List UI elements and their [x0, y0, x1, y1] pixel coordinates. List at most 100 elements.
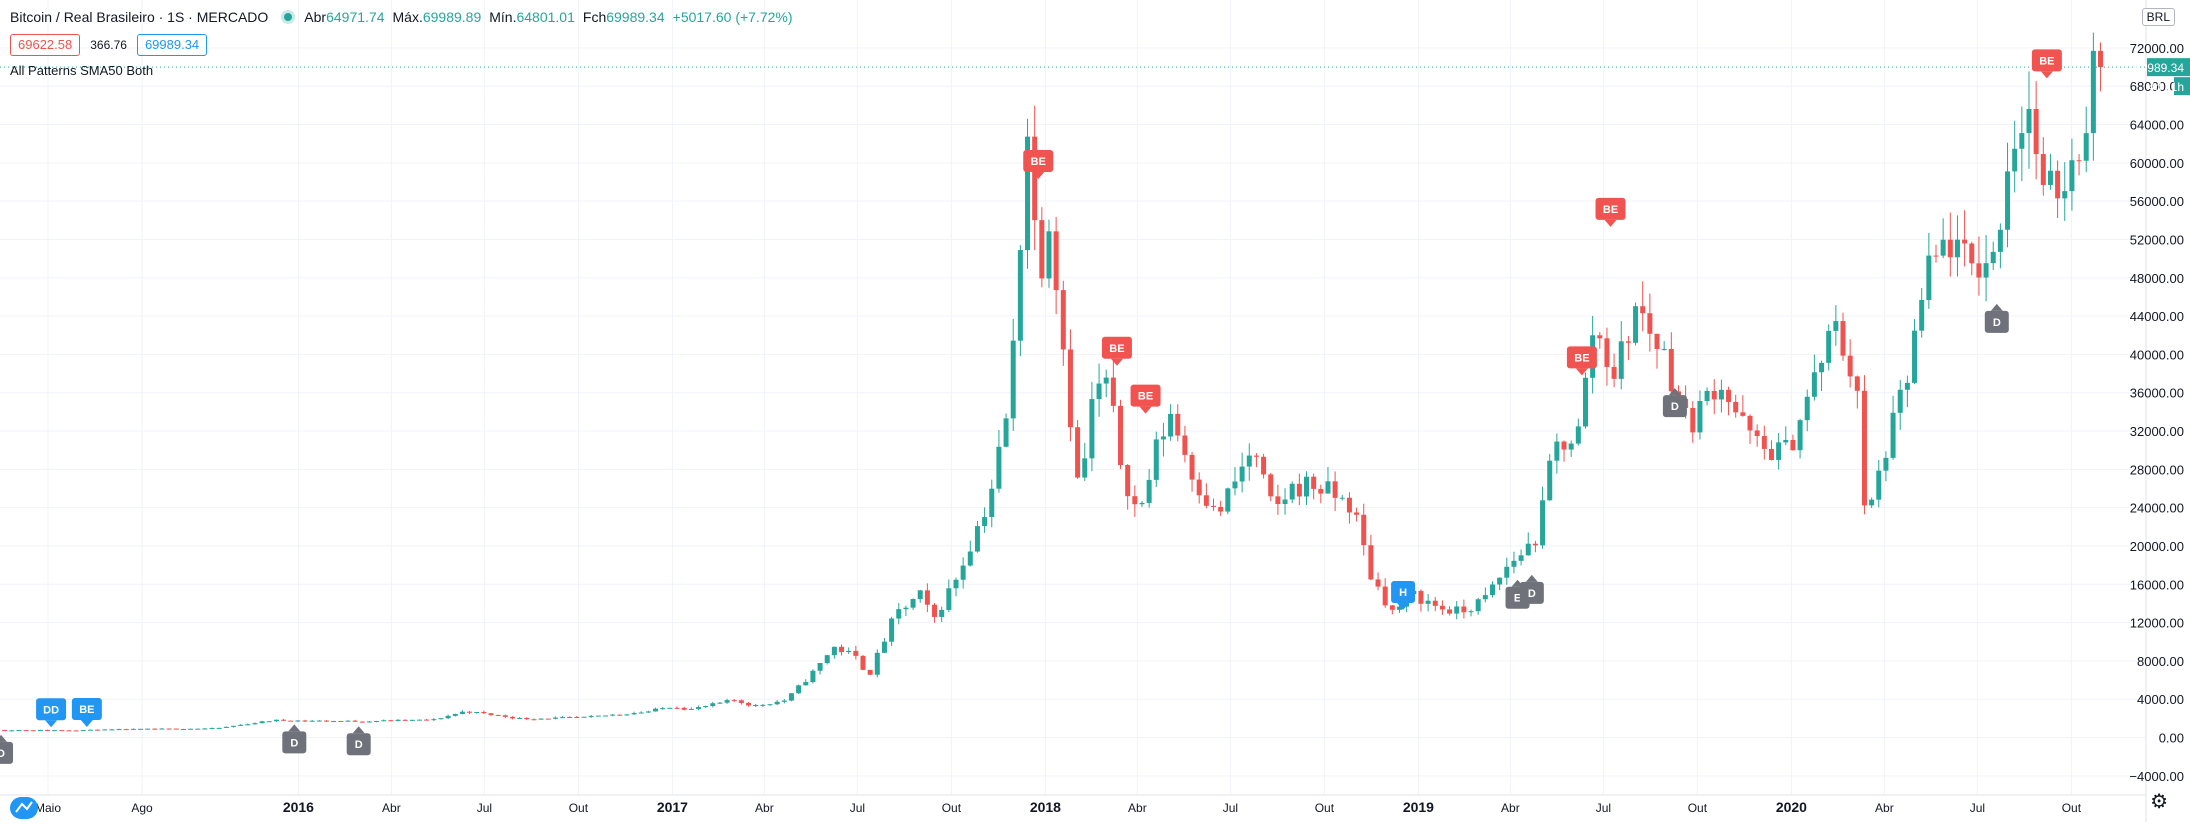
candle-up[interactable]: [810, 669, 816, 684]
candle-up[interactable]: [1811, 354, 1817, 401]
candle-up[interactable]: [1146, 468, 1152, 508]
candle-up[interactable]: [1160, 422, 1166, 457]
candle-down[interactable]: [867, 669, 873, 676]
candle-down[interactable]: [1447, 606, 1453, 616]
candle-up[interactable]: [1954, 215, 1960, 277]
candle-down[interactable]: [2055, 160, 2061, 219]
candle-up[interactable]: [939, 606, 945, 623]
candle-up[interactable]: [1010, 318, 1016, 431]
candle-up[interactable]: [1990, 241, 1996, 271]
candle-up[interactable]: [1425, 593, 1431, 612]
candle-up[interactable]: [316, 720, 322, 722]
candle-up[interactable]: [552, 716, 558, 720]
candle-up[interactable]: [1153, 431, 1159, 488]
candle-down[interactable]: [1761, 425, 1767, 460]
candle-down[interactable]: [23, 730, 29, 732]
candle-down[interactable]: [1768, 440, 1774, 461]
candle-up[interactable]: [1289, 481, 1295, 504]
candle-up[interactable]: [560, 716, 566, 719]
candle-down[interactable]: [738, 699, 744, 705]
candle-up[interactable]: [538, 718, 544, 720]
candle-up[interactable]: [1633, 302, 1639, 346]
candle-up[interactable]: [138, 728, 144, 730]
candle-up[interactable]: [381, 719, 387, 722]
candle-up[interactable]: [974, 520, 980, 553]
candle-up[interactable]: [409, 719, 415, 722]
candle-down[interactable]: [1561, 440, 1567, 462]
candle-up[interactable]: [80, 730, 86, 732]
pattern-marker[interactable]: BE: [2031, 49, 2062, 79]
candle-up[interactable]: [967, 540, 973, 567]
candle-down[interactable]: [1189, 451, 1195, 492]
candle-up[interactable]: [295, 720, 301, 723]
candle-down[interactable]: [1296, 473, 1302, 506]
candle-up[interactable]: [452, 713, 458, 717]
candle-up[interactable]: [445, 714, 451, 720]
candle-up[interactable]: [796, 684, 802, 694]
candle-down[interactable]: [338, 720, 344, 723]
candle-up[interactable]: [1997, 223, 2003, 269]
candle-down[interactable]: [1668, 332, 1674, 399]
candle-up[interactable]: [660, 707, 666, 710]
candle-up[interactable]: [602, 715, 608, 717]
candle-up[interactable]: [16, 729, 22, 732]
candle-up[interactable]: [638, 711, 644, 714]
candle-down[interactable]: [2033, 81, 2039, 180]
candle-up[interactable]: [760, 703, 766, 707]
time-axis[interactable]: Maio Ago 2016 Abr Jul Out 2017 Abr Jul Out 2018 Abr…: [35, 799, 2082, 815]
candle-down[interactable]: [860, 655, 866, 670]
candle-down[interactable]: [1861, 375, 1867, 515]
candle-down[interactable]: [1368, 534, 1374, 580]
candle-down[interactable]: [731, 698, 737, 702]
candle-up[interactable]: [216, 727, 222, 729]
candle-down[interactable]: [1754, 424, 1760, 447]
candle-up[interactable]: [953, 577, 959, 597]
candle-up[interactable]: [1103, 369, 1109, 398]
candle-up[interactable]: [788, 693, 794, 702]
candle-up[interactable]: [1046, 219, 1052, 288]
candle-down[interactable]: [73, 730, 79, 732]
candle-up[interactable]: [1518, 549, 1524, 566]
candle-up[interactable]: [1003, 413, 1009, 448]
candle-down[interactable]: [1418, 589, 1424, 612]
candle-down[interactable]: [66, 730, 72, 732]
candle-down[interactable]: [839, 644, 845, 656]
candle-down[interactable]: [1840, 312, 1846, 361]
candle-down[interactable]: [1361, 503, 1367, 556]
candle-up[interactable]: [1504, 557, 1510, 585]
symbol-title[interactable]: Bitcoin / Real Brasileiro · 1S · MERCADO: [10, 9, 269, 25]
candle-down[interactable]: [481, 710, 487, 714]
candle-up[interactable]: [910, 598, 916, 610]
candle-up[interactable]: [1246, 443, 1252, 481]
candle-down[interactable]: [152, 728, 158, 730]
candle-down[interactable]: [853, 645, 859, 660]
candle-up[interactable]: [688, 707, 694, 710]
candle-up[interactable]: [889, 616, 895, 647]
candle-down[interactable]: [1354, 507, 1360, 522]
pattern-marker[interactable]: BE: [1595, 197, 1626, 227]
candle-up[interactable]: [1025, 118, 1031, 269]
candle-down[interactable]: [359, 721, 365, 723]
candle-up[interactable]: [1897, 379, 1903, 430]
candle-up[interactable]: [767, 703, 773, 706]
candle-up[interactable]: [130, 728, 136, 730]
candle-down[interactable]: [1275, 484, 1281, 515]
candle-down[interactable]: [2, 729, 8, 732]
candle-up[interactable]: [209, 727, 215, 730]
candle-up[interactable]: [846, 647, 852, 654]
candle-up[interactable]: [982, 507, 988, 533]
candle-up[interactable]: [1497, 577, 1503, 591]
sell-button[interactable]: 69622.58: [10, 34, 81, 56]
candle-down[interactable]: [1647, 293, 1653, 352]
candle-down[interactable]: [1733, 394, 1739, 418]
candle-down[interactable]: [1654, 333, 1660, 369]
candle-up[interactable]: [1511, 551, 1517, 574]
candle-up[interactable]: [1239, 452, 1245, 493]
currency-badge[interactable]: BRL: [2141, 8, 2175, 26]
candle-down[interactable]: [1604, 327, 1610, 386]
candle-up[interactable]: [1139, 501, 1145, 507]
candle-up[interactable]: [1568, 440, 1574, 457]
candle-up[interactable]: [145, 728, 151, 730]
candle-up[interactable]: [1304, 471, 1310, 506]
candle-down[interactable]: [1747, 414, 1753, 445]
